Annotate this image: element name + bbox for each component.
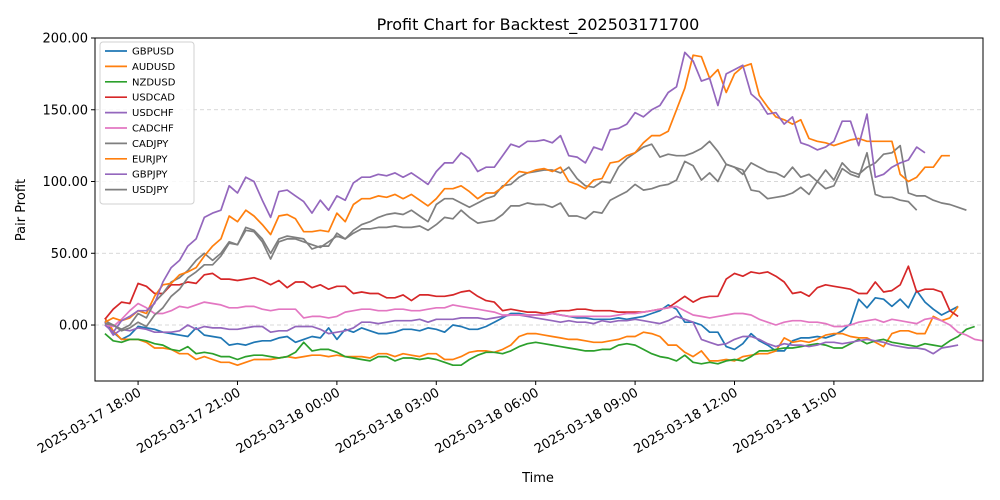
y-axis-title: Pair Profit	[14, 179, 29, 241]
x-tick-label: 2025-03-18 12:00	[632, 385, 741, 457]
series-lines	[104, 51, 984, 367]
legend-label: EURJPY	[132, 154, 168, 165]
series-line-usdcad	[104, 265, 959, 320]
series-line-usdjpy	[104, 151, 918, 332]
x-tick-label: 2025-03-17 21:00	[135, 385, 244, 457]
series-line-cadchf	[104, 301, 984, 342]
chart-title: Profit Chart for Backtest_202503171700	[377, 15, 700, 35]
legend-label: GBPUSD	[132, 47, 174, 58]
legend-label: NZDUSD	[132, 77, 176, 88]
legend: GBPUSD AUDUSD NZDUSD USDCAD USDCHF CADCHF CADJ…	[99, 41, 195, 205]
series-line-usdchf	[104, 314, 959, 355]
legend-label: GBPJPY	[132, 170, 168, 181]
gridlines	[95, 37, 983, 326]
x-tick-label: 2025-03-18 09:00	[532, 385, 641, 457]
legend-label: CADCHF	[132, 124, 174, 135]
series-line-eurjpy	[104, 54, 950, 323]
x-tick-label: 2025-03-18 15:00	[731, 385, 840, 457]
x-tick-label: 2025-03-17 18:00	[35, 385, 144, 457]
y-tick-label: 200.00	[43, 32, 89, 47]
series-line-cadjpy	[104, 140, 967, 331]
legend-label: CADJPY	[132, 139, 169, 150]
series-line-audusd	[104, 305, 959, 367]
legend-label: USDCHF	[132, 108, 174, 119]
legend-label: AUDUSD	[132, 62, 176, 73]
legend-label: USDCAD	[132, 93, 175, 104]
x-axis-title: Time	[521, 471, 554, 486]
x-tick-label: 2025-03-18 00:00	[234, 385, 343, 457]
y-axis-ticks: 0.00 50.00 100.00 150.00 200.00	[43, 32, 95, 334]
y-tick-label: 150.00	[43, 103, 89, 118]
y-tick-label: 50.00	[51, 247, 88, 262]
series-line-nzdusd	[104, 325, 975, 367]
series-line-gbpjpy	[104, 51, 926, 334]
plot-frame	[94, 37, 984, 382]
legend-label: USDJPY	[132, 185, 169, 196]
y-tick-label: 0.00	[59, 319, 88, 334]
x-tick-label: 2025-03-18 03:00	[333, 385, 442, 457]
y-tick-label: 100.00	[43, 175, 89, 190]
x-tick-label: 2025-03-18 06:00	[433, 385, 542, 457]
